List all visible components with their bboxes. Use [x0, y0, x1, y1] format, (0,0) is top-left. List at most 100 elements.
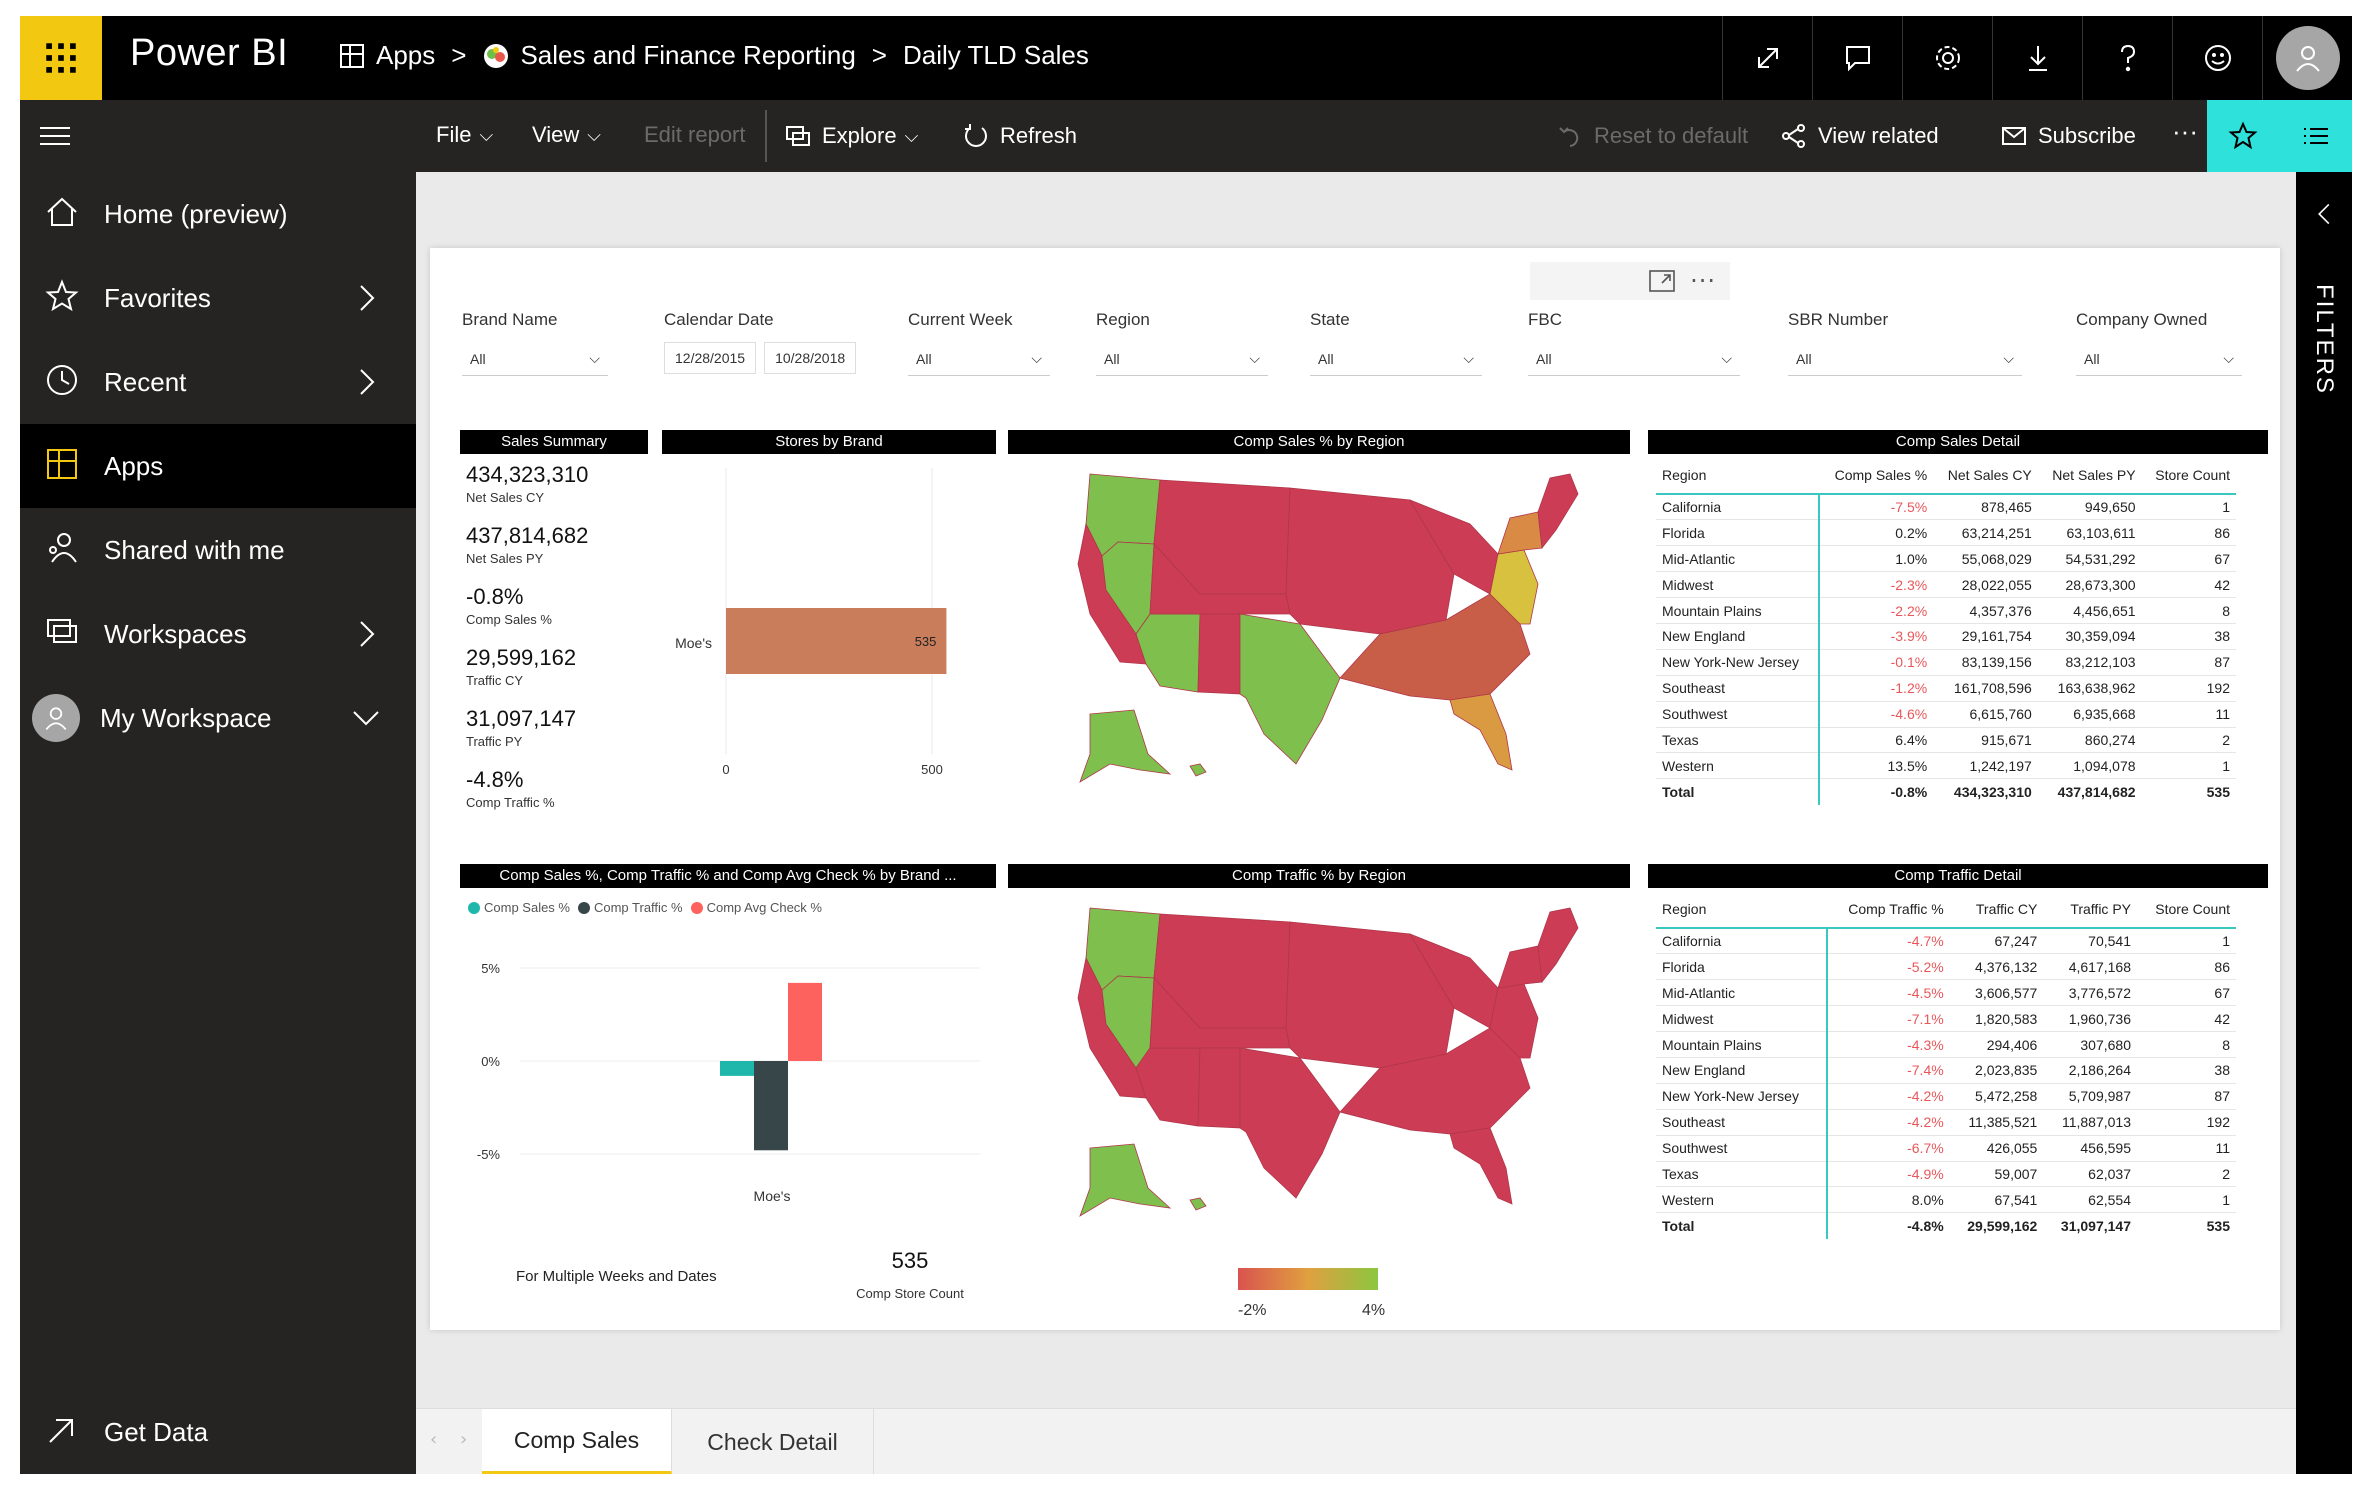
table-row[interactable]: Western 13.5% 1,242,197 1,094,078 1 — [1656, 752, 2236, 780]
table-row[interactable]: Southwest -4.6% 6,615,760 6,935,668 11 — [1656, 701, 2236, 728]
column-header[interactable]: Net Sales PY — [2037, 456, 2142, 495]
chevron-left-icon[interactable] — [2316, 202, 2332, 226]
view-menu[interactable]: View ⌵ — [532, 122, 601, 147]
slicer-dropdown[interactable]: All ⌵ — [462, 342, 608, 376]
slicer-dropdown[interactable]: All ⌵ — [1096, 342, 1268, 376]
brand-comp-chart[interactable]: 5% 0% -5% Moe's — [460, 928, 996, 1248]
column-header[interactable]: Region — [1656, 456, 1820, 495]
region-southwest[interactable] — [1135, 613, 1201, 693]
region-new-mexico[interactable] — [1197, 613, 1241, 695]
comment-button[interactable] — [1812, 16, 1902, 100]
tab-comp-sales[interactable]: Comp Sales — [482, 1409, 672, 1474]
nav-item-shared[interactable]: Shared with me — [20, 508, 416, 592]
list-icon[interactable] — [2301, 121, 2331, 151]
table-total-row[interactable]: Total -4.8% 29,599,162 31,097,147 535 — [1656, 1212, 2236, 1239]
bar-comp-avg-check[interactable] — [788, 982, 822, 1061]
table-total-row[interactable]: Total -0.8% 434,323,310 437,814,682 535 — [1656, 778, 2236, 805]
slicer-state[interactable]: State All ⌵ — [1310, 310, 1482, 376]
region-southeast[interactable] — [1339, 593, 1531, 701]
fullscreen-button[interactable] — [1722, 16, 1812, 100]
bar-comp-traffic[interactable] — [754, 1061, 788, 1151]
region-southeast[interactable] — [1339, 1027, 1531, 1135]
view-related-button[interactable]: View related — [1780, 122, 1939, 150]
legend-item[interactable]: Comp Traffic % — [577, 900, 683, 915]
date-to-input[interactable]: 10/28/2018 — [764, 342, 857, 374]
table-row[interactable]: Texas 6.4% 915,671 860,274 2 — [1656, 727, 2236, 754]
table-row[interactable]: Southwest -6.7% 426,055 456,595 11 — [1656, 1135, 2236, 1162]
comp-sales-map[interactable] — [1050, 464, 1590, 804]
slicer-brand-name[interactable]: Brand Name All ⌵ — [462, 310, 608, 376]
nav-item-home[interactable]: Home (preview) — [20, 172, 416, 256]
breadcrumb-apps[interactable]: Apps — [338, 40, 435, 71]
table-row[interactable]: New England -3.9% 29,161,754 30,359,094 38 — [1656, 623, 2236, 650]
nav-item-apps[interactable]: Apps — [20, 424, 416, 508]
chevron-right-icon[interactable]: › — [460, 1429, 468, 1450]
focus-mode-icon[interactable] — [1648, 269, 1676, 293]
table-row[interactable]: California -7.5% 878,465 949,650 1 — [1656, 494, 2236, 521]
breadcrumb-report[interactable]: Daily TLD Sales — [902, 40, 1089, 70]
download-button[interactable] — [1992, 16, 2082, 100]
slicer-region[interactable]: Region All ⌵ — [1096, 310, 1268, 376]
region-florida[interactable] — [1449, 1127, 1513, 1205]
account-button[interactable] — [2262, 16, 2352, 100]
nav-item-recent[interactable]: Recent — [20, 340, 416, 424]
region-alaska[interactable] — [1079, 1143, 1172, 1217]
slicer-company-owned[interactable]: Company Owned All ⌵ — [2076, 310, 2242, 376]
table-row[interactable]: Midwest -7.1% 1,820,583 1,960,736 42 — [1656, 1005, 2236, 1033]
table-row[interactable]: New England -7.4% 2,023,835 2,186,264 38 — [1656, 1057, 2236, 1084]
region-new-mexico[interactable] — [1197, 1047, 1241, 1129]
region-new-england[interactable] — [1537, 907, 1579, 984]
region-hawaii[interactable] — [1189, 763, 1207, 777]
column-header[interactable]: Store Count — [2137, 890, 2236, 929]
slicer-dropdown[interactable]: All ⌵ — [1788, 342, 2022, 376]
table-row[interactable]: Mid-Atlantic 1.0% 55,068,029 54,531,292 67 — [1656, 545, 2236, 573]
slicer-current-week[interactable]: Current Week All ⌵ — [908, 310, 1050, 376]
date-from-input[interactable]: 12/28/2015 — [664, 342, 757, 374]
table-row[interactable]: Western 8.0% 67,541 62,554 1 — [1656, 1186, 2236, 1214]
region-texas[interactable] — [1239, 1047, 1341, 1199]
nav-item-get-data[interactable]: Get Data — [20, 1390, 416, 1474]
bar-comp-sales[interactable] — [720, 1061, 754, 1076]
settings-button[interactable] — [1902, 16, 1992, 100]
table-row[interactable]: California -4.7% 67,247 70,541 1 — [1656, 928, 2236, 955]
table-row[interactable]: Southeast -1.2% 161,708,596 163,638,962 192 — [1656, 675, 2236, 702]
feedback-button[interactable] — [2172, 16, 2262, 100]
slicer-dropdown[interactable]: All ⌵ — [2076, 342, 2242, 376]
comp-traffic-map[interactable] — [1050, 898, 1590, 1238]
file-menu[interactable]: File ⌵ — [436, 122, 494, 147]
sales-summary-card[interactable]: 434,323,310 Net Sales CY 437,814,682 Net S… — [466, 462, 646, 828]
slicer-fbc[interactable]: FBC All ⌵ — [1528, 310, 1740, 376]
region-new-england[interactable] — [1537, 473, 1579, 550]
hamburger-menu-icon[interactable] — [38, 122, 72, 150]
region-alaska[interactable] — [1079, 709, 1172, 783]
column-header[interactable]: Traffic CY — [1949, 890, 2044, 929]
column-header[interactable]: Net Sales CY — [1933, 456, 2038, 495]
column-header[interactable]: Traffic PY — [2043, 890, 2137, 929]
stores-by-brand-chart[interactable]: Moe's 535 0 500 — [662, 458, 996, 788]
comp-traffic-detail-table[interactable]: Region Comp Traffic % Traffic CY Traffic… — [1656, 890, 2236, 1239]
edit-report-button[interactable]: Edit report — [644, 122, 746, 147]
more-options-button[interactable]: ··· — [2172, 116, 2198, 146]
filters-pane[interactable]: FILTERS — [2296, 172, 2352, 1474]
table-row[interactable]: New York-New Jersey -4.2% 5,472,258 5,709,9… — [1656, 1083, 2236, 1110]
more-options-icon[interactable]: ··· — [1690, 267, 1716, 295]
region-texas[interactable] — [1239, 613, 1341, 765]
breadcrumb-app[interactable]: Sales and Finance Reporting — [482, 40, 856, 71]
region-southwest[interactable] — [1135, 1047, 1201, 1127]
region-new-york-nj[interactable] — [1497, 945, 1543, 989]
table-row[interactable]: Florida -5.2% 4,376,132 4,617,168 86 — [1656, 953, 2236, 981]
region-new-york-nj[interactable] — [1497, 511, 1543, 555]
table-row[interactable]: Southeast -4.2% 11,385,521 11,887,013 192 — [1656, 1109, 2236, 1136]
help-button[interactable] — [2082, 16, 2172, 100]
column-header[interactable]: Comp Traffic % — [1827, 890, 1950, 929]
refresh-button[interactable]: Refresh — [962, 122, 1077, 150]
table-row[interactable]: New York-New Jersey -0.1% 83,139,156 83,212… — [1656, 649, 2236, 676]
slicer-sbr-number[interactable]: SBR Number All ⌵ — [1788, 310, 2022, 376]
tab-check-detail[interactable]: Check Detail — [672, 1409, 874, 1474]
explore-menu[interactable]: Explore ⌵ — [784, 122, 918, 150]
comp-sales-detail-table[interactable]: Region Comp Sales % Net Sales CY Net Sal… — [1656, 456, 2236, 805]
chevron-left-icon[interactable]: ‹ — [430, 1429, 438, 1450]
slicer-calendar-date[interactable]: Calendar Date 12/28/2015 10/28/2018 — [664, 310, 874, 374]
star-icon[interactable] — [2228, 121, 2258, 151]
table-row[interactable]: Mountain Plains -4.3% 294,406 307,680 8 — [1656, 1031, 2236, 1058]
